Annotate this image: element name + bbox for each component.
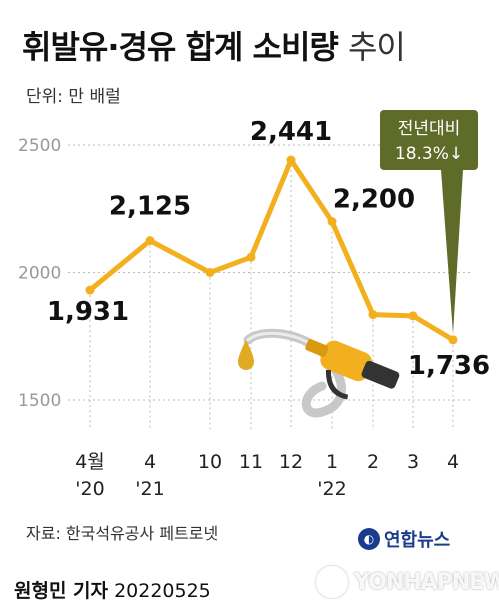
x-tick-label: 12 <box>279 451 303 473</box>
x-tick-label: '22 <box>317 478 346 500</box>
infographic-card: 휘발유·경유 합계 소비량 추이 단위: 만 배럴 1500 2000 2500 4월… <box>18 22 491 552</box>
data-label: 1,736 <box>408 351 490 381</box>
callout-layer: 전년대비 18.3%↓ <box>380 110 478 334</box>
data-point <box>85 285 95 295</box>
line-chart: 1500 2000 2500 4월 '20 4 '21 10 11 12 1 '22 2 3 4 1,931… <box>18 110 490 500</box>
data-layer: 1,931 2,125 2,441 2,200 1,736 <box>47 117 490 381</box>
title-main: 휘발유·경유 합계 소비량 <box>22 28 339 66</box>
title-suffix: 추이 <box>347 28 406 66</box>
chart-title: 휘발유·경유 합계 소비량 추이 <box>22 22 406 68</box>
x-tick-label: 4월 <box>75 451 105 473</box>
data-label: 2,441 <box>250 117 332 147</box>
x-tick-label: '20 <box>75 478 104 500</box>
data-point <box>246 252 256 262</box>
data-point <box>327 217 337 226</box>
watermark-logo-icon <box>316 566 348 598</box>
y-tick-label: 1500 <box>18 391 61 411</box>
data-point <box>408 311 418 321</box>
nozzle-icon <box>305 339 400 400</box>
data-point <box>145 236 155 246</box>
y-tick-label: 2500 <box>18 136 61 156</box>
x-tick-label: '21 <box>135 478 164 500</box>
data-point <box>286 155 296 165</box>
x-tick-label: 1 <box>326 451 338 473</box>
author-line: 원형민 기자 20220525 <box>14 576 211 603</box>
brand-logo: ◐ 연합뉴스 <box>358 526 450 552</box>
fuel-drop-icon <box>238 340 254 370</box>
author-name: 원형민 기자 <box>14 580 109 602</box>
callout-box <box>380 110 478 170</box>
watermark: YONHAPNEWS <box>316 566 499 598</box>
x-tick-label: 4 <box>447 451 459 473</box>
fuel-nozzle-illustration <box>238 328 400 418</box>
x-tick-label: 4 <box>144 451 156 473</box>
data-point <box>368 310 378 320</box>
x-tick-label: 2 <box>367 451 379 473</box>
data-point <box>448 335 458 345</box>
data-label: 1,931 <box>47 297 129 327</box>
data-label: 2,125 <box>109 192 191 222</box>
unit-label: 단위: 만 배럴 <box>26 87 121 107</box>
x-tick-label: 11 <box>239 451 263 473</box>
y-tick-label: 2000 <box>18 264 61 284</box>
source-note: 자료: 한국석유공사 페트로넷 <box>26 524 219 543</box>
callout-line1: 전년대비 <box>398 119 461 139</box>
data-label: 2,200 <box>333 185 415 215</box>
publish-date: 20220525 <box>114 580 211 602</box>
data-point <box>205 268 215 277</box>
watermark-text: YONHAPNEWS <box>354 569 499 595</box>
callout-pointer <box>441 170 463 334</box>
yonhap-logo-icon: ◐ <box>358 528 380 550</box>
callout-line2: 18.3%↓ <box>395 144 463 164</box>
x-tick-label: 3 <box>407 451 419 473</box>
brand-name: 연합뉴스 <box>384 530 451 551</box>
x-tick-label: 10 <box>198 451 222 473</box>
